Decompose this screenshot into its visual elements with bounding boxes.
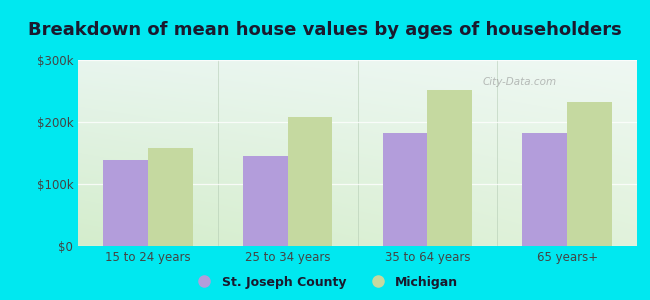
Bar <box>148 148 192 246</box>
Bar <box>103 160 148 246</box>
Bar <box>287 117 332 246</box>
Bar <box>523 133 567 246</box>
Text: Breakdown of mean house values by ages of householders: Breakdown of mean house values by ages o… <box>28 21 622 39</box>
Bar <box>567 101 612 246</box>
Bar <box>383 133 428 246</box>
Legend: St. Joseph County, Michigan: St. Joseph County, Michigan <box>187 271 463 294</box>
Text: City-Data.com: City-Data.com <box>482 77 556 87</box>
Bar <box>243 156 287 246</box>
Bar <box>428 90 472 246</box>
